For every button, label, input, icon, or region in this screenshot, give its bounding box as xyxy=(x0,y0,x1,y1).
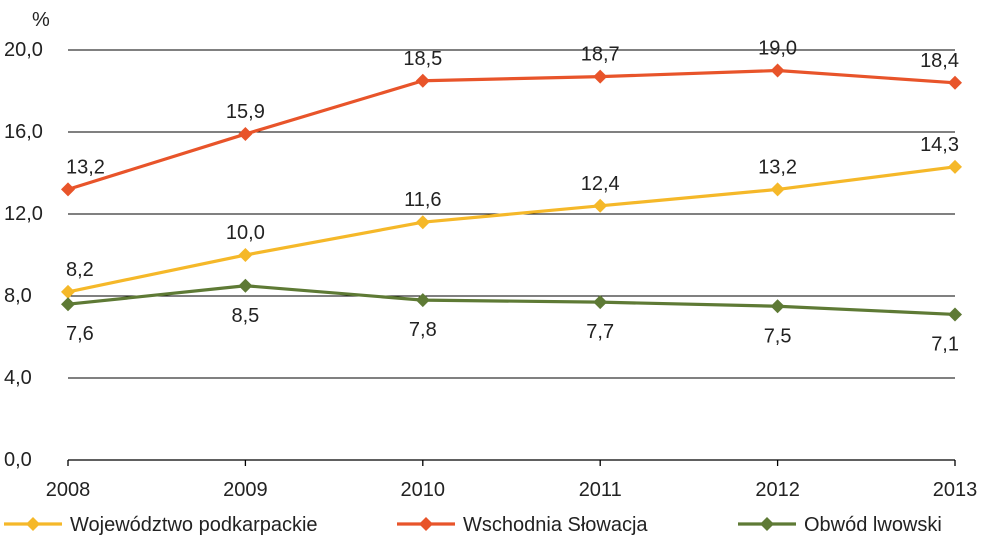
data-point xyxy=(770,182,785,197)
data-label: 7,1 xyxy=(931,333,959,355)
x-tick-label: 2008 xyxy=(46,479,91,501)
legend-swatch-marker xyxy=(419,517,433,531)
data-label: 7,5 xyxy=(764,325,792,347)
x-tick-label: 2013 xyxy=(933,479,978,501)
data-label: 13,2 xyxy=(758,156,797,178)
data-label: 18,7 xyxy=(581,44,620,66)
data-label: 7,8 xyxy=(409,319,437,341)
data-point xyxy=(593,295,608,310)
data-point xyxy=(593,198,608,213)
data-point xyxy=(415,73,430,88)
data-point xyxy=(61,182,75,197)
y-tick-label: 12,0 xyxy=(4,203,43,225)
data-label: 10,0 xyxy=(226,222,265,244)
data-label: 19,0 xyxy=(758,38,797,60)
series-line xyxy=(67,165,956,294)
data-point xyxy=(415,215,430,230)
series-line xyxy=(67,68,956,191)
data-point xyxy=(238,278,253,293)
data-point xyxy=(593,69,608,84)
x-tick-label: 2010 xyxy=(401,479,446,501)
data-label: 15,9 xyxy=(226,101,265,123)
data-point xyxy=(61,297,75,312)
data-label: 7,7 xyxy=(586,321,614,343)
data-point xyxy=(948,75,962,90)
y-axis-unit: % xyxy=(32,9,50,31)
data-point xyxy=(948,307,962,322)
y-tick-label: 4,0 xyxy=(4,367,32,389)
data-label: 11,6 xyxy=(404,189,441,211)
data-point xyxy=(415,293,430,308)
legend-swatch-marker xyxy=(26,517,40,531)
legend-label: Wschodnia Słowacja xyxy=(463,514,648,536)
data-label: 7,6 xyxy=(66,323,94,345)
data-point xyxy=(948,159,962,174)
data-label: 14,3 xyxy=(920,134,959,156)
y-tick-label: 8,0 xyxy=(4,285,32,307)
data-point xyxy=(238,248,253,262)
y-tick-label: 0,0 xyxy=(4,449,32,471)
data-label: 12,4 xyxy=(581,173,620,195)
data-label: 8,5 xyxy=(231,305,259,327)
data-point xyxy=(770,299,785,314)
legend-swatch-marker xyxy=(760,517,774,531)
data-label: 8,2 xyxy=(66,259,94,281)
data-point xyxy=(61,284,75,299)
legend-label: Obwód lwowski xyxy=(804,514,942,536)
x-tick-label: 2012 xyxy=(755,479,800,501)
legend-label: Województwo podkarpackie xyxy=(70,514,318,536)
data-point xyxy=(238,127,253,142)
x-tick-label: 2009 xyxy=(223,479,268,501)
data-label: 13,2 xyxy=(66,156,105,178)
y-tick-label: 16,0 xyxy=(4,121,43,143)
data-label: 18,4 xyxy=(920,50,959,72)
x-tick-label: 2011 xyxy=(579,479,622,501)
data-point xyxy=(770,63,785,78)
y-tick-label: 20,0 xyxy=(4,39,43,61)
series-line xyxy=(67,284,956,317)
data-label: 18,5 xyxy=(403,48,442,70)
